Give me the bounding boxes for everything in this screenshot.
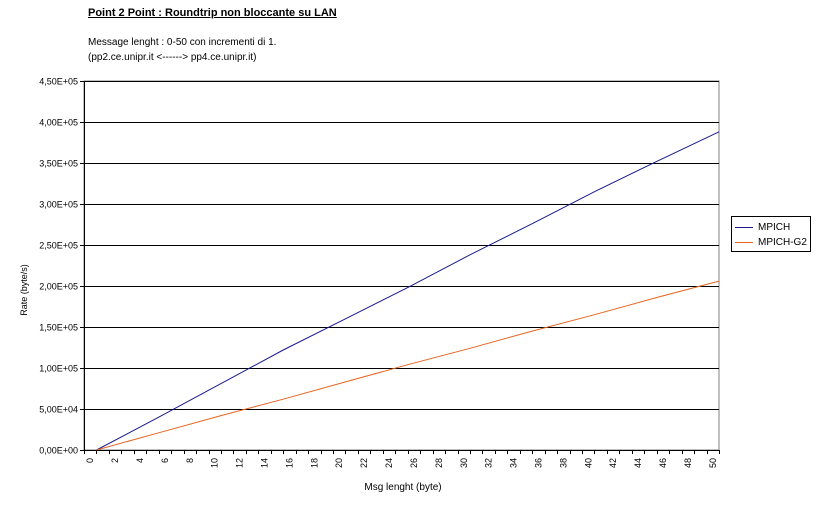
series-line-mpich-g2	[96, 280, 720, 451]
chart-legend: MPICH MPICH-G2	[731, 216, 811, 252]
legend-label-mpich-g2: MPICH-G2	[758, 237, 807, 248]
y-tick-label: 1,50E+05	[39, 323, 78, 333]
x-tick-label: 24	[384, 458, 394, 468]
chart-subtitle-line-2: (pp2.ce.unipr.it <------> pp4.ce.unipr.i…	[88, 52, 257, 63]
x-tick-label: 22	[359, 458, 369, 468]
chart-subtitle-line-1: Message lenght : 0-50 con incrementi di …	[88, 37, 277, 48]
legend-swatch-mpich	[735, 227, 753, 228]
y-tick-label: 3,50E+05	[39, 159, 78, 169]
x-tick-label: 10	[210, 458, 220, 468]
x-axis-ticks: 0 2 4 6 8 10 12 14 16 18 20 22 24 26 28 30 32 34 36 38 40 42 4…	[84, 450, 720, 468]
x-tick-label: 4	[135, 458, 145, 463]
x-axis-label: Msg lenght (byte)	[364, 482, 441, 493]
x-tick-label: 14	[260, 458, 270, 468]
x-tick-label: 16	[284, 458, 294, 468]
y-axis-ticks: 0,00E+00 5,00E+04 1,00E+05 1,50E+05 2,00E+05…	[39, 77, 84, 456]
y-tick-label: 2,50E+05	[39, 241, 78, 251]
x-tick-label: 50	[708, 458, 718, 468]
x-tick-label: 28	[434, 458, 444, 468]
legend-item-mpich: MPICH	[735, 221, 790, 234]
y-axis-label: Rate (byte/s)	[19, 264, 29, 316]
x-tick-label: 18	[309, 458, 319, 468]
plot-area-frame	[83, 80, 720, 451]
series-line-mpich	[96, 131, 720, 451]
legend-item-mpich-g2: MPICH-G2	[735, 236, 807, 249]
x-tick-label: 48	[683, 458, 693, 468]
x-tick-label: 2	[110, 458, 120, 463]
x-tick-label: 42	[608, 458, 618, 468]
y-tick-label: 4,00E+05	[39, 118, 78, 128]
x-tick-label: 34	[509, 458, 519, 468]
x-tick-label: 44	[633, 458, 643, 468]
x-tick-label: 6	[160, 458, 170, 463]
x-tick-label: 8	[185, 458, 195, 463]
x-tick-label: 38	[558, 458, 568, 468]
series-lines	[96, 131, 720, 451]
x-tick-label: 32	[484, 458, 494, 468]
y-tick-label: 5,00E+04	[39, 405, 78, 415]
y-tick-label: 3,00E+05	[39, 200, 78, 210]
grid-lines	[83, 80, 720, 451]
x-tick-label: 20	[334, 458, 344, 468]
y-tick-label: 0,00E+00	[39, 446, 78, 456]
legend-label-mpich: MPICH	[758, 222, 791, 233]
legend-swatch-mpich-g2	[735, 242, 753, 243]
y-tick-label: 4,50E+05	[39, 77, 78, 87]
x-tick-label: 36	[533, 458, 543, 468]
x-tick-label: 26	[409, 458, 419, 468]
y-tick-label: 2,00E+05	[39, 282, 78, 292]
x-tick-label: 40	[583, 458, 593, 468]
x-tick-label: 30	[459, 458, 469, 468]
y-tick-label: 1,00E+05	[39, 364, 78, 374]
x-tick-label: 46	[658, 458, 668, 468]
chart-title: Point 2 Point : Roundtrip non bloccante …	[88, 7, 337, 19]
x-tick-label: 0	[85, 458, 95, 463]
x-tick-label: 12	[235, 458, 245, 468]
